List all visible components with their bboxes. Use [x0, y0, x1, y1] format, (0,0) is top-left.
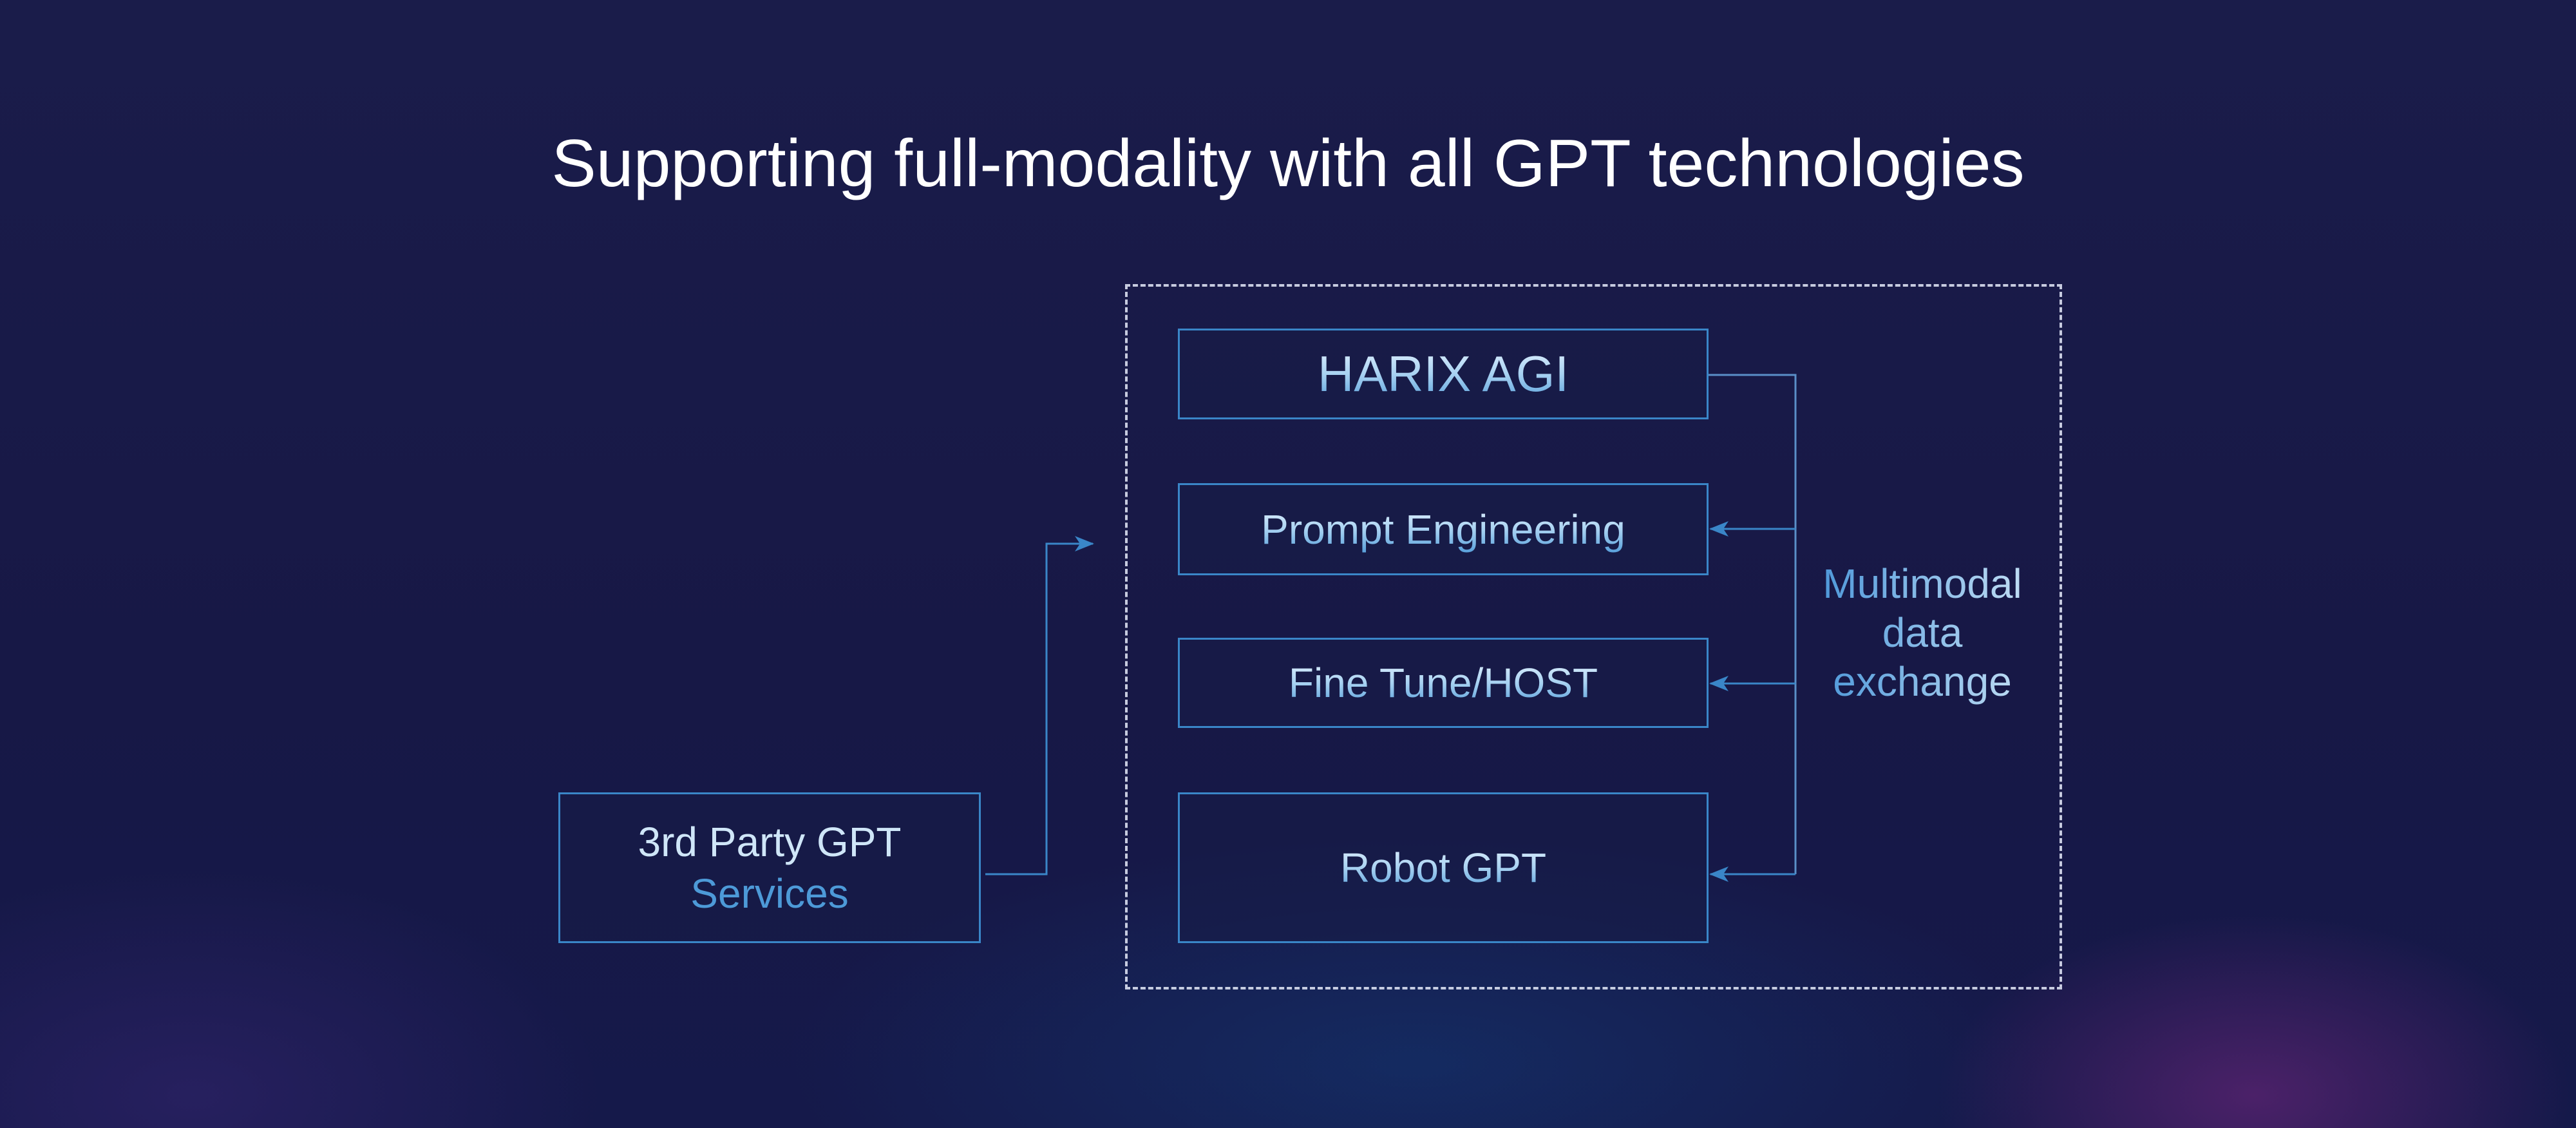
harix-agi-box: HARIX AGI — [1178, 329, 1709, 419]
exchange-line2: data — [1794, 608, 2051, 657]
third-party-gpt-box: 3rd Party GPT Services — [558, 792, 981, 943]
third-party-line1: 3rd Party GPT — [638, 819, 902, 865]
platform-group-dashed-border — [1125, 284, 2062, 989]
exchange-bus-line — [1709, 374, 1797, 874]
prompt-engineering-label: Prompt Engineering — [1261, 504, 1625, 555]
multimodal-exchange-label: Multimodal data exchange — [1794, 559, 2051, 706]
robot-gpt-box: Robot GPT — [1178, 792, 1709, 943]
third-party-to-platform-arrow — [985, 536, 1094, 875]
fine-tune-host-box: Fine Tune/HOST — [1178, 638, 1709, 728]
exchange-line3: exchange — [1794, 657, 2051, 706]
exchange-line1: Multimodal — [1794, 559, 2051, 608]
third-party-line2: Services — [690, 870, 849, 917]
fine-tune-host-label: Fine Tune/HOST — [1289, 657, 1598, 709]
page-title: Supporting full-modality with all GPT te… — [551, 126, 2025, 201]
prompt-engineering-box: Prompt Engineering — [1178, 483, 1709, 575]
harix-agi-label: HARIX AGI — [1318, 343, 1569, 406]
robot-gpt-label: Robot GPT — [1340, 842, 1546, 894]
